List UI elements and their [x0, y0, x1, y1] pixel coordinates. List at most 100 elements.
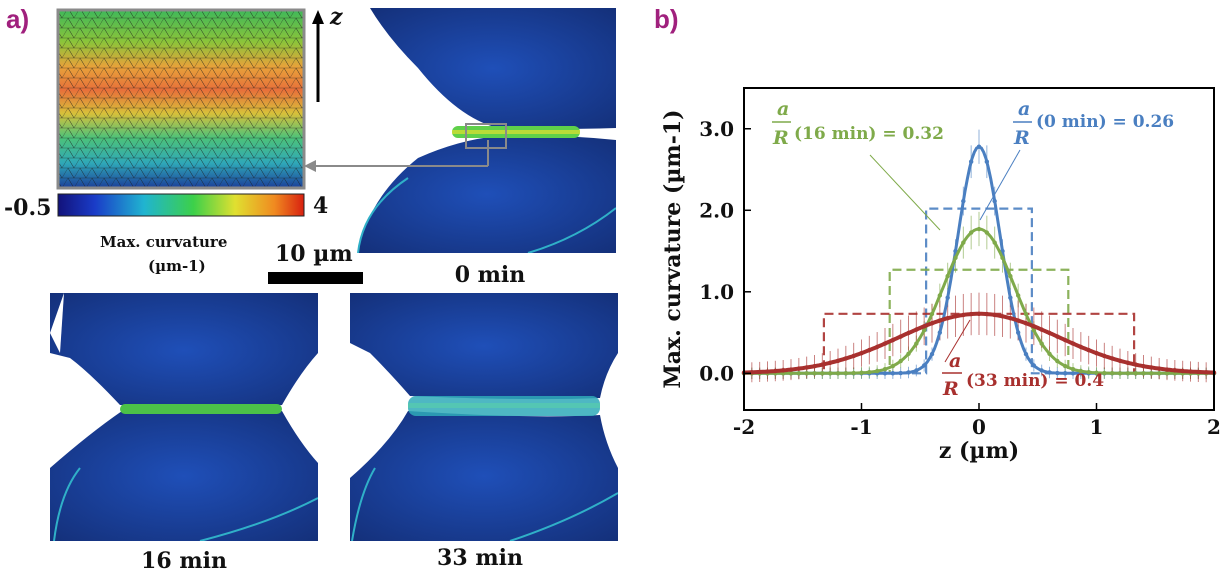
data-point-2: [882, 341, 888, 346]
data-point-1: [898, 358, 903, 364]
colorbar-min-label: -0.5: [4, 195, 52, 221]
data-point-1: [882, 366, 888, 372]
data-point-2: [1203, 370, 1209, 375]
svg-text:a: a: [1018, 98, 1030, 120]
data-point-1: [921, 328, 927, 333]
data-point-0: [898, 370, 903, 376]
data-point-2: [1117, 358, 1123, 363]
data-point-1: [1015, 293, 1021, 298]
annotation-0min-leader: [979, 149, 1021, 221]
data-point-0: [937, 330, 943, 335]
z-axis-arrow: [312, 10, 324, 102]
data-point-0: [890, 371, 896, 376]
data-point-0: [882, 371, 888, 376]
svg-text:(33 min) = 0.4: (33 min) = 0.4: [966, 371, 1104, 391]
data-point-1: [1109, 371, 1115, 376]
x-tick-label: 1: [1090, 415, 1104, 439]
data-point-1: [1141, 371, 1146, 376]
data-point-1: [843, 371, 849, 376]
data-point-2: [1055, 334, 1060, 339]
data-point-2: [1125, 360, 1131, 366]
data-point-1: [890, 363, 896, 369]
x-axis-label: z (µm): [939, 438, 1019, 464]
data-point-2: [914, 327, 919, 332]
snapshot-16min: [50, 293, 318, 541]
data-point-1: [1117, 371, 1123, 376]
data-point-1: [976, 226, 982, 232]
data-point-1: [1094, 370, 1099, 375]
snapshot-0min: [348, 8, 616, 253]
colorbar-title: Max. curvature: [100, 233, 228, 251]
snapshot-33min: [350, 293, 618, 541]
data-point-1: [953, 255, 958, 260]
time-label-33min: 33 min: [437, 545, 523, 571]
data-point-2: [1196, 369, 1201, 375]
data-point-1: [906, 351, 911, 356]
data-point-2: [1102, 353, 1107, 359]
data-point-1: [874, 368, 880, 374]
time-label-16min: 16 min: [141, 548, 227, 574]
data-point-2: [820, 362, 825, 367]
data-point-2: [898, 334, 903, 339]
data-point-1: [1125, 371, 1131, 376]
data-point-1: [827, 371, 833, 376]
y-tick-label: 1.0: [699, 280, 734, 304]
panel-a-label: a): [6, 4, 30, 34]
data-point-0: [1039, 368, 1044, 373]
data-point-2: [827, 360, 833, 366]
data-point-2: [1047, 330, 1052, 336]
x-tick-label: 2: [1207, 415, 1221, 439]
data-point-1: [820, 371, 825, 376]
data-point-1: [945, 273, 950, 279]
step-profile-1: [744, 268, 1214, 375]
colorbar-unit: (µm-1): [148, 257, 206, 275]
data-point-1: [914, 341, 919, 346]
data-point-1: [1031, 328, 1037, 333]
z-axis-label: z: [330, 4, 343, 30]
data-point-2: [812, 363, 817, 369]
data-point-2: [1172, 368, 1178, 373]
data-point-2: [1070, 341, 1076, 346]
data-point-2: [843, 356, 849, 361]
data-point-1: [1102, 370, 1107, 376]
svg-text:(16 min) = 0.32: (16 min) = 0.32: [794, 124, 944, 144]
time-label-0min: 0 min: [454, 262, 526, 288]
data-point-2: [992, 312, 997, 318]
data-point-1: [788, 371, 794, 376]
annotation-33min: a R (33 min) = 0.4: [942, 350, 1104, 400]
data-point-2: [890, 337, 896, 343]
colorbar-max-label: 4: [313, 193, 329, 219]
svg-text:(0 min) = 0.26: (0 min) = 0.26: [1036, 112, 1174, 132]
svg-text:R: R: [1013, 127, 1030, 149]
data-point-1: [1149, 371, 1154, 376]
scalebar-label: 10 µm: [275, 241, 353, 267]
data-point-2: [1164, 367, 1170, 372]
data-point-2: [906, 330, 911, 336]
y-tick-label: 3.0: [699, 117, 734, 141]
data-point-2: [1109, 356, 1115, 361]
data-point-1: [1078, 368, 1084, 374]
data-point-1: [796, 371, 802, 376]
data-point-2: [851, 353, 856, 359]
colorbar: [57, 193, 305, 217]
data-point-1: [859, 370, 864, 375]
x-tick-label: 0: [972, 415, 986, 439]
data-point-2: [976, 311, 982, 317]
data-point-0: [929, 351, 935, 357]
data-point-1: [1062, 363, 1068, 369]
data-point-0: [1023, 351, 1029, 357]
data-point-2: [757, 369, 762, 375]
annotation-16min: a R (16 min) = 0.32: [772, 98, 944, 149]
data-point-2: [953, 314, 958, 319]
data-point-1: [929, 311, 935, 317]
data-point-2: [1156, 366, 1162, 371]
data-point-2: [788, 367, 794, 372]
data-point-2: [945, 316, 950, 321]
data-point-2: [921, 324, 927, 329]
data-point-2: [1078, 344, 1084, 350]
data-point-2: [1149, 365, 1154, 370]
data-point-2: [961, 312, 966, 318]
data-point-2: [796, 366, 802, 371]
x-tick-label: -2: [733, 415, 755, 439]
data-point-0: [968, 159, 974, 164]
